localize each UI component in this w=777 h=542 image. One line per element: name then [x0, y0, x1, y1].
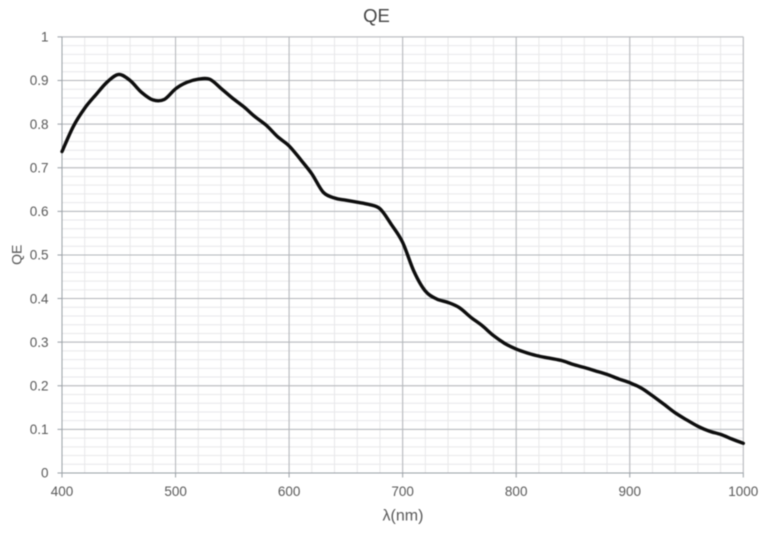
svg-text:0.7: 0.7: [30, 160, 49, 175]
svg-text:0.8: 0.8: [30, 117, 49, 132]
svg-text:400: 400: [51, 484, 74, 499]
svg-text:QE: QE: [363, 5, 390, 26]
svg-text:0.9: 0.9: [30, 73, 49, 88]
svg-text:QE: QE: [9, 245, 25, 265]
svg-text:0.4: 0.4: [30, 291, 49, 306]
svg-text:0.6: 0.6: [30, 204, 49, 219]
svg-text:0.1: 0.1: [30, 422, 49, 437]
svg-text:700: 700: [391, 484, 414, 499]
svg-text:1: 1: [41, 30, 49, 45]
svg-text:0.5: 0.5: [30, 248, 49, 263]
svg-text:500: 500: [164, 484, 187, 499]
svg-text:600: 600: [278, 484, 301, 499]
svg-text:0: 0: [41, 466, 49, 481]
svg-text:0.3: 0.3: [30, 335, 49, 350]
svg-text:900: 900: [619, 484, 642, 499]
svg-text:0.2: 0.2: [30, 379, 49, 394]
svg-text:λ(nm): λ(nm): [383, 508, 424, 525]
svg-text:1000: 1000: [728, 484, 758, 499]
svg-text:800: 800: [505, 484, 528, 499]
